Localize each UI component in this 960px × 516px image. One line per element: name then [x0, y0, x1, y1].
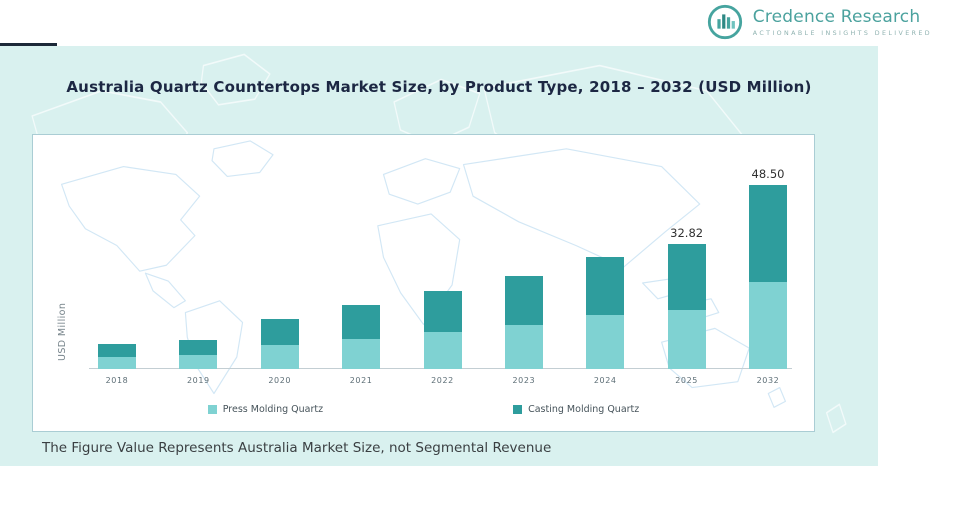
bar-segment-casting-molding-quartz: [179, 340, 218, 356]
x-tick-label: 2021: [349, 376, 373, 385]
y-axis-label: USD Million: [57, 302, 68, 361]
bar-group-2018: 2018: [97, 343, 137, 385]
bar-segment-press-molding-quartz: [749, 281, 787, 369]
bar-segment-press-molding-quartz: [260, 345, 299, 369]
bar-segment-press-molding-quartz: [423, 332, 462, 369]
brand-text: Credence Research Actionable Insights De…: [753, 7, 932, 37]
x-tick-label: 2024: [593, 376, 617, 385]
bar-group-2024: 2024: [585, 256, 625, 385]
bar-segment-casting-molding-quartz: [260, 319, 299, 346]
top-left-rule: [0, 43, 57, 46]
bar-segment-casting-molding-quartz: [342, 305, 381, 339]
x-tick-label: 2022: [431, 376, 454, 385]
bars: 2018 2019 2020 2021 2022 2023 2024 32.82 2025 48.…: [97, 157, 788, 385]
bar-chart-logo-icon: [707, 4, 742, 40]
bar-segment-press-molding-quartz: [342, 338, 381, 369]
legend-label: Press Molding Quartz: [222, 404, 324, 415]
chart-plot-area: USD Million 2018 2019 2020 2021 2022 2023 2024…: [32, 134, 815, 432]
bar-segment-casting-molding-quartz: [423, 291, 462, 333]
x-tick-label: 2023: [512, 376, 536, 385]
legend-swatch-press-molding: [207, 405, 217, 414]
bar-segment-casting-molding-quartz: [749, 184, 787, 282]
bar-segment-casting-molding-quartz: [98, 343, 136, 357]
bar-segment-press-molding-quartz: [504, 324, 543, 369]
bar-segment-press-molding-quartz: [667, 309, 706, 369]
chart-panel: Australia Quartz Countertops Market Size…: [0, 46, 878, 466]
bar-segment-press-molding-quartz: [586, 315, 625, 369]
chart-title: Australia Quartz Countertops Market Size…: [66, 78, 812, 96]
bar-segment-press-molding-quartz: [98, 356, 136, 369]
legend-item-press-molding: Press Molding Quartz: [207, 404, 324, 415]
legend-item-casting-molding: Casting Molding Quartz: [513, 404, 639, 415]
x-tick-label: 2018: [105, 376, 129, 385]
bar-group-2019: 2019: [178, 340, 218, 385]
legend-label: Casting Molding Quartz: [528, 404, 640, 415]
x-tick-label: 2020: [268, 376, 292, 385]
bar-segment-press-molding-quartz: [179, 355, 218, 369]
chart-footnote: The Figure Value Represents Australia Ma…: [42, 440, 552, 456]
page-header: Credence Research Actionable Insights De…: [0, 0, 960, 46]
bar-value-label: 32.82: [670, 226, 704, 241]
brand-name: Credence Research: [752, 7, 921, 27]
bar-value-label: 48.50: [751, 166, 785, 181]
bar-group-2023: 2023: [504, 275, 544, 385]
x-tick-label: 2019: [186, 376, 210, 385]
bar-group-2021: 2021: [341, 305, 381, 385]
bar-group-2025: 32.82 2025: [667, 226, 707, 385]
brand-logo: Credence Research Actionable Insights De…: [706, 3, 932, 41]
bar-group-2032: 48.50 2032: [748, 166, 788, 385]
brand-tagline: Actionable Insights Delivered: [752, 30, 932, 37]
legend: Press Molding Quartz Casting Molding Qua…: [33, 404, 814, 415]
legend-swatch-casting-molding: [513, 405, 523, 414]
x-tick-label: 2032: [756, 376, 780, 385]
bar-segment-casting-molding-quartz: [667, 244, 706, 310]
bar-group-2020: 2020: [260, 319, 300, 385]
x-tick-label: 2025: [675, 376, 698, 385]
bar-segment-casting-molding-quartz: [586, 256, 625, 316]
bar-segment-casting-molding-quartz: [504, 275, 543, 325]
bar-group-2022: 2022: [423, 291, 463, 385]
